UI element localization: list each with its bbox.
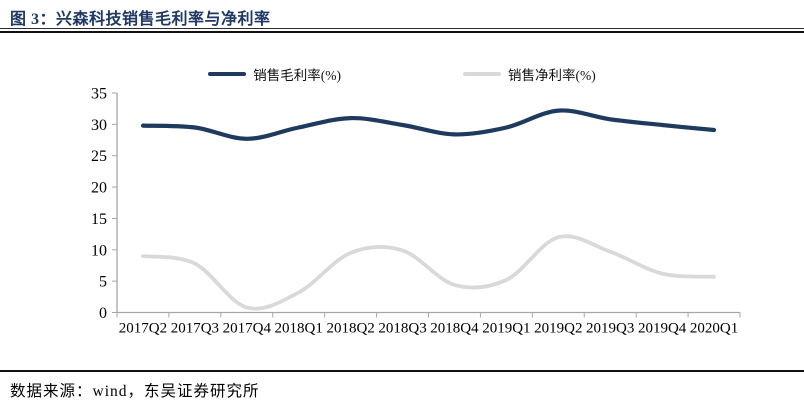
data-source-text: 数据来源：wind，东吴证券研究所 bbox=[10, 383, 260, 400]
x-tick-label: 2018Q1 bbox=[275, 321, 323, 337]
x-tick-label: 2020Q1 bbox=[690, 321, 738, 337]
x-tick-label: 2019Q1 bbox=[482, 321, 530, 337]
x-tick-label: 2017Q3 bbox=[171, 321, 219, 337]
gross-margin-series-path bbox=[140, 108, 717, 141]
legend-item-net-margin: 销售净利率(%) bbox=[463, 64, 596, 84]
x-tick-label: 2018Q4 bbox=[430, 321, 479, 337]
x-tick-label: 2019Q2 bbox=[534, 321, 582, 337]
y-tick-label: 0 bbox=[99, 305, 107, 322]
title-divider bbox=[0, 28, 804, 33]
net-margin-line-swatch-icon bbox=[463, 72, 501, 76]
y-tick-label: 5 bbox=[99, 274, 107, 291]
chart-legend: 销售毛利率(%) 销售净利率(%) bbox=[0, 64, 804, 84]
y-tick-label: 35 bbox=[91, 86, 107, 103]
y-tick-label: 15 bbox=[91, 211, 107, 228]
x-tick-label: 2017Q4 bbox=[223, 321, 272, 337]
legend-label-gross-margin: 销售毛利率(%) bbox=[253, 68, 341, 83]
legend-item-gross-margin: 销售毛利率(%) bbox=[208, 64, 341, 84]
figure-title: 图 3：兴森科技销售毛利率与净利率 bbox=[10, 11, 271, 28]
y-tick-label: 30 bbox=[91, 117, 107, 134]
legend-label-net-margin: 销售净利率(%) bbox=[508, 68, 596, 83]
x-tick-label: 2018Q2 bbox=[326, 321, 374, 337]
y-tick-label: 10 bbox=[91, 242, 107, 259]
net-margin-series-path bbox=[141, 234, 716, 311]
gross-margin-line-swatch-icon bbox=[208, 72, 247, 76]
y-tick-label: 20 bbox=[91, 180, 107, 197]
footer-divider bbox=[0, 370, 804, 372]
x-tick-label: 2018Q3 bbox=[378, 321, 426, 337]
y-tick-label: 25 bbox=[91, 148, 107, 165]
x-tick-label: 2019Q3 bbox=[586, 321, 634, 337]
x-tick-label: 2017Q2 bbox=[119, 321, 167, 337]
x-tick-label: 2019Q4 bbox=[638, 321, 687, 337]
